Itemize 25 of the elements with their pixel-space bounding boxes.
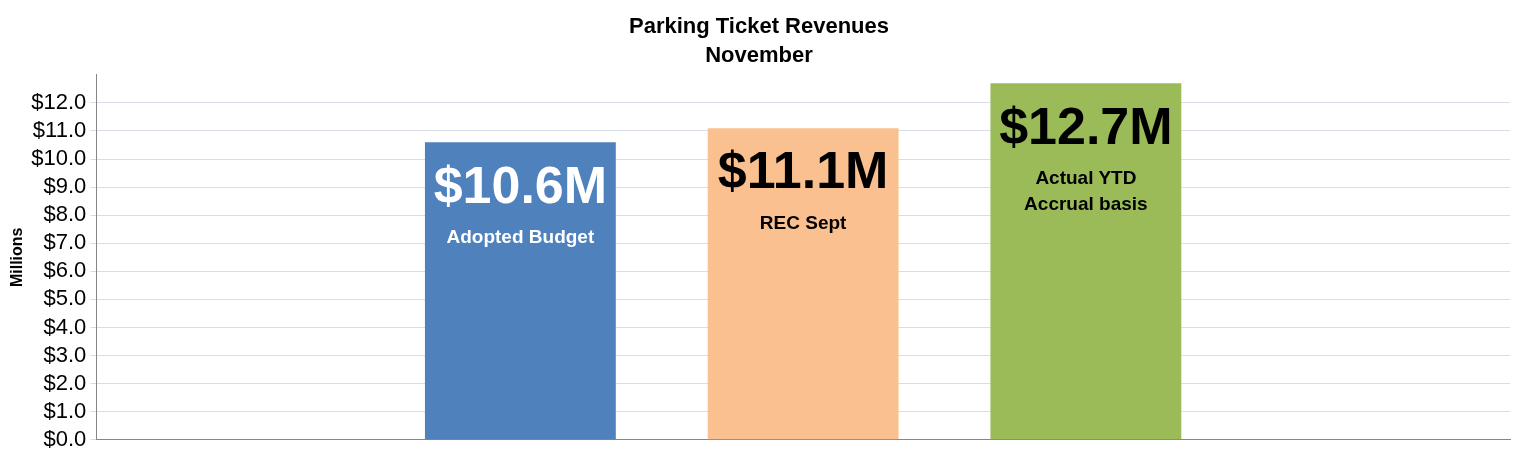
y-tick-label: $2.0	[43, 369, 87, 395]
y-tick-label: $5.0	[43, 285, 87, 311]
chart-title: Parking Ticket Revenues	[628, 13, 890, 39]
chart-subtitle: November	[705, 41, 814, 67]
y-tick-label: $10.0	[31, 145, 87, 171]
y-tick-label: $6.0	[43, 257, 87, 283]
y-tick-label: $7.0	[43, 229, 87, 255]
x-tick-label: Actual YTD Accrual basis	[1024, 166, 1148, 214]
y-tick-label: $11.0	[32, 117, 87, 143]
y-tick-label: $1.0	[43, 397, 87, 423]
y-tick-label: $4.0	[43, 313, 87, 339]
bar	[707, 128, 899, 440]
bar	[990, 83, 1182, 440]
y-tick-label: $12.0	[31, 88, 87, 114]
y-axis-title: Millions	[8, 227, 26, 288]
data-label: $12.7M	[999, 96, 1173, 155]
y-tick-label: $3.0	[43, 341, 87, 367]
y-tick-label: $8.0	[43, 201, 87, 227]
data-label: $10.6M	[433, 155, 608, 214]
y-tick-label: $9.0	[43, 173, 87, 199]
y-tick-label: $0.0	[43, 425, 87, 451]
x-tick-label: REC Sept	[759, 211, 848, 233]
data-label: $11.1M	[717, 141, 889, 200]
x-tick-label: Adopted Budget	[446, 225, 595, 247]
bar	[424, 142, 616, 440]
